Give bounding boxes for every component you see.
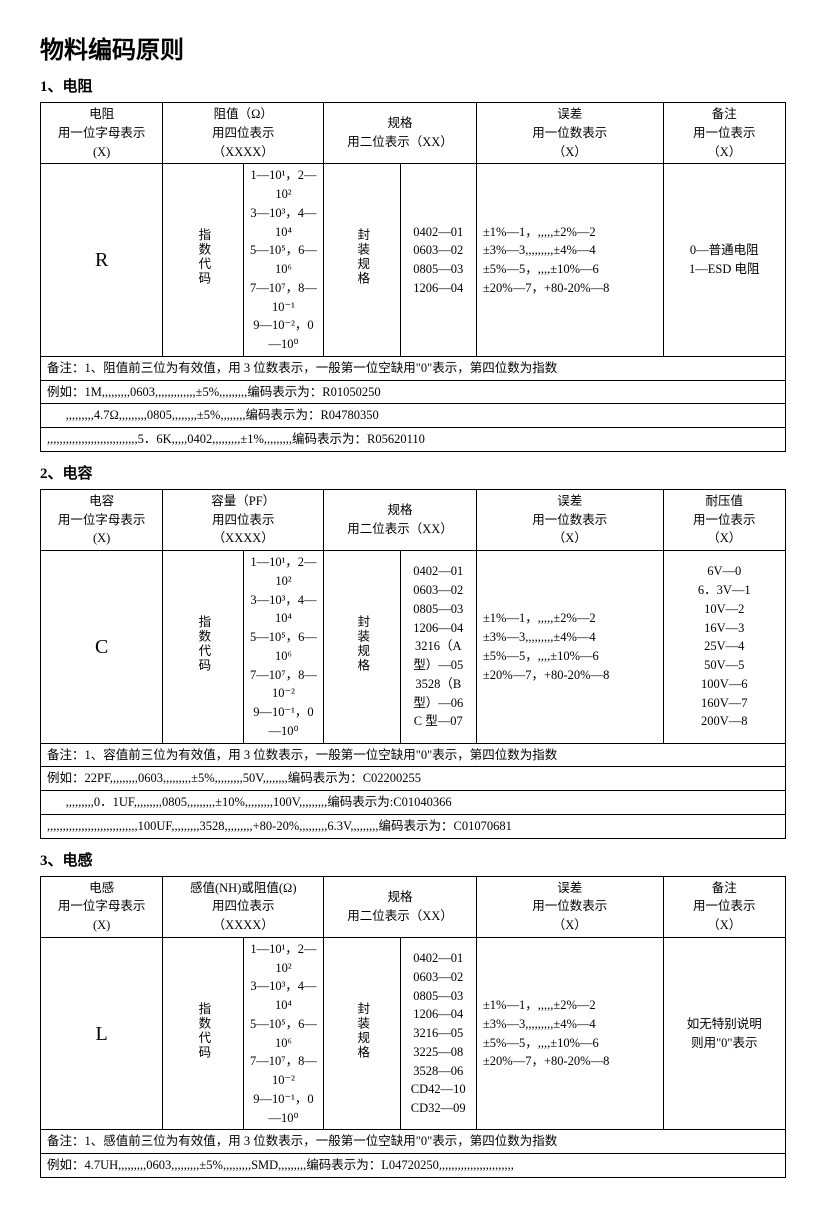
note-line: 例如：22PF,,,,,,,,,0603,,,,,,,,,±5%,,,,,,,,… xyxy=(41,767,786,791)
note-line: ,,,,,,,,,,,,,,,,,,,,,,,,,,,,,100UF,,,,,,… xyxy=(41,814,786,838)
hdr-c2: 容量（PF）用四位表示（XXXX） xyxy=(163,489,324,550)
hdr-c1: 电容用一位字母表示(X) xyxy=(41,489,163,550)
note-codes: 0—普通电阻1—ESD 电阻 xyxy=(663,164,785,357)
vlabel-pkg: 封装规格 xyxy=(324,551,400,744)
hdr-c1: 电感用一位字母表示(X) xyxy=(41,876,163,937)
section-num: 3、 xyxy=(40,853,63,869)
hdr-c3: 规格用二位表示（XX） xyxy=(324,489,477,550)
hdr-c1: 电阻用一位字母表示(X) xyxy=(41,103,163,164)
section-num: 2、 xyxy=(40,466,63,482)
exponent-codes: 1—10¹，2—10²3—10³，4—10⁴5—10⁵，6—10⁶7—10⁷，8… xyxy=(243,551,323,744)
letter-cell: R xyxy=(41,164,163,357)
section-heading: 2、电容 xyxy=(40,462,786,483)
pkg-codes: 0402—010603—020805—031206—043216（A 型）—05… xyxy=(400,551,476,744)
note-codes: 6V—06．3V—110V—216V—325V—450V—5100V—6160V… xyxy=(663,551,785,744)
note-line: 备注：1、感值前三位为有效值，用 3 位数表示，一般第一位空缺用"0"表示，第四… xyxy=(41,1130,786,1154)
hdr-c2: 感值(NH)或阻值(Ω)用四位表示（XXXX） xyxy=(163,876,324,937)
section-heading: 3、电感 xyxy=(40,849,786,870)
vlabel-exponent: 指数代码 xyxy=(163,164,243,357)
pkg-codes: 0402—010603—020805—031206—04 xyxy=(400,164,476,357)
note-line: ,,,,,,,,,0．1UF,,,,,,,,,0805,,,,,,,,,±10%… xyxy=(41,791,786,815)
err-codes: ±1%—1，,,,,,±2%—2±3%—3,,,,,,,,,±4%—4±5%—5… xyxy=(476,164,663,357)
hdr-c3: 规格用二位表示（XX） xyxy=(324,103,477,164)
hdr-c5: 耐压值用一位表示（X） xyxy=(663,489,785,550)
vlabel-exponent: 指数代码 xyxy=(163,937,243,1130)
note-line: 备注：1、容值前三位为有效值，用 3 位数表示，一般第一位空缺用"0"表示，第四… xyxy=(41,743,786,767)
hdr-c3: 规格用二位表示（XX） xyxy=(324,876,477,937)
note-line: ,,,,,,,,,4.7Ω,,,,,,,,,0805,,,,,,,,±5%,,,… xyxy=(41,404,786,428)
hdr-c4: 误差用一位数表示（X） xyxy=(476,489,663,550)
note-line: 例如：4.7UH,,,,,,,,,0603,,,,,,,,,±5%,,,,,,,… xyxy=(41,1154,786,1178)
hdr-c4: 误差用一位数表示（X） xyxy=(476,876,663,937)
vlabel-exponent: 指数代码 xyxy=(163,551,243,744)
coding-table: 电阻用一位字母表示(X) 阻值（Ω）用四位表示（XXXX） 规格用二位表示（XX… xyxy=(40,102,786,452)
note-line: 例如：1M,,,,,,,,,0603,,,,,,,,,,,,,±5%,,,,,,… xyxy=(41,380,786,404)
pkg-codes: 0402—010603—020805—031206—043216—053225—… xyxy=(400,937,476,1130)
note-codes: 如无特别说明则用"0"表示 xyxy=(663,937,785,1130)
section-name: 电容 xyxy=(63,466,93,482)
coding-table: 电容用一位字母表示(X) 容量（PF）用四位表示（XXXX） 规格用二位表示（X… xyxy=(40,489,786,839)
err-codes: ±1%—1，,,,,,±2%—2±3%—3,,,,,,,,,±4%—4±5%—5… xyxy=(476,937,663,1130)
note-line: 备注：1、阻值前三位为有效值，用 3 位数表示，一般第一位空缺用"0"表示，第四… xyxy=(41,356,786,380)
note-line: ,,,,,,,,,,,,,,,,,,,,,,,,,,,,,5．6K,,,,,04… xyxy=(41,428,786,452)
hdr-c5: 备注用一位表示（X） xyxy=(663,103,785,164)
vlabel-pkg: 封装规格 xyxy=(324,937,400,1130)
hdr-c2: 阻值（Ω）用四位表示（XXXX） xyxy=(163,103,324,164)
letter-cell: L xyxy=(41,937,163,1130)
section-name: 电感 xyxy=(63,853,93,869)
err-codes: ±1%—1，,,,,,±2%—2±3%—3,,,,,,,,,±4%—4±5%—5… xyxy=(476,551,663,744)
section-num: 1、 xyxy=(40,79,63,95)
exponent-codes: 1—10¹，2—10²3—10³，4—10⁴5—10⁵，6—10⁶7—10⁷，8… xyxy=(243,164,323,357)
section-name: 电阻 xyxy=(63,79,93,95)
vlabel-pkg: 封装规格 xyxy=(324,164,400,357)
letter-cell: C xyxy=(41,551,163,744)
coding-table: 电感用一位字母表示(X) 感值(NH)或阻值(Ω)用四位表示（XXXX） 规格用… xyxy=(40,876,786,1178)
page-title: 物料编码原则 xyxy=(40,30,786,65)
hdr-c4: 误差用一位数表示（X） xyxy=(476,103,663,164)
exponent-codes: 1—10¹，2—10²3—10³，4—10⁴5—10⁵，6—10⁶7—10⁷，8… xyxy=(243,937,323,1130)
section-heading: 1、电阻 xyxy=(40,75,786,96)
hdr-c5: 备注用一位表示（X） xyxy=(663,876,785,937)
